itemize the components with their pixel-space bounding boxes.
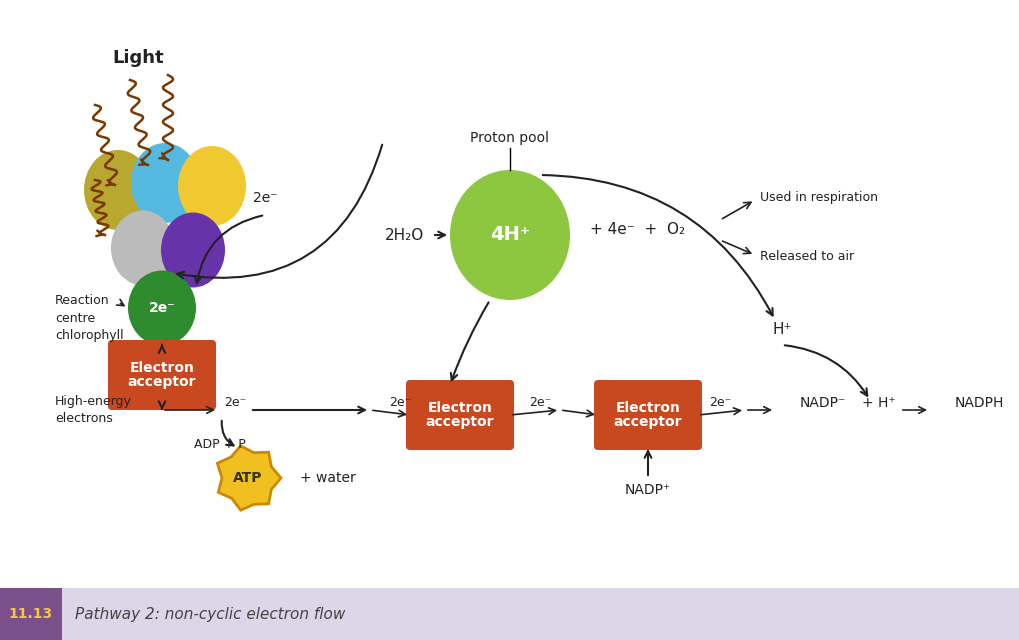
Text: 4H⁺: 4H⁺ — [490, 225, 530, 244]
Text: 2e⁻: 2e⁻ — [224, 397, 247, 410]
Text: Reaction: Reaction — [55, 294, 110, 307]
Text: Proton pool: Proton pool — [471, 131, 549, 145]
Bar — [0, 588, 62, 640]
Text: ATP: ATP — [233, 471, 263, 485]
Text: 2e⁻: 2e⁻ — [529, 397, 551, 410]
Text: 2e⁻: 2e⁻ — [149, 301, 175, 315]
FancyBboxPatch shape — [108, 340, 216, 410]
Text: NADP⁻: NADP⁻ — [800, 396, 847, 410]
Text: 11.13: 11.13 — [9, 607, 53, 621]
Ellipse shape — [161, 212, 225, 287]
Ellipse shape — [450, 170, 570, 300]
Ellipse shape — [84, 150, 152, 230]
Text: H⁺: H⁺ — [772, 323, 792, 337]
Ellipse shape — [178, 146, 246, 226]
Ellipse shape — [128, 271, 196, 346]
Text: Pathway 2: non-cyclic electron flow: Pathway 2: non-cyclic electron flow — [75, 607, 345, 621]
Text: 2H₂O: 2H₂O — [385, 227, 424, 243]
Text: Used in respiration: Used in respiration — [760, 191, 878, 205]
Text: acceptor: acceptor — [127, 375, 197, 389]
Polygon shape — [217, 446, 281, 510]
Text: electrons: electrons — [55, 412, 113, 424]
Ellipse shape — [111, 211, 175, 285]
Text: Electron: Electron — [129, 361, 195, 375]
Text: chlorophyll: chlorophyll — [55, 330, 123, 342]
Text: 2e⁻: 2e⁻ — [709, 397, 731, 410]
Text: 2e⁻: 2e⁻ — [389, 397, 411, 410]
Text: ADP + P: ADP + P — [195, 438, 246, 451]
Text: + water: + water — [300, 471, 356, 485]
Text: NADP⁺: NADP⁺ — [625, 483, 672, 497]
Text: 2e⁻: 2e⁻ — [253, 191, 277, 205]
FancyBboxPatch shape — [594, 380, 702, 450]
Text: + 4e⁻  +  O₂: + 4e⁻ + O₂ — [590, 223, 685, 237]
FancyBboxPatch shape — [406, 380, 514, 450]
Text: Released to air: Released to air — [760, 250, 854, 262]
Ellipse shape — [131, 143, 199, 223]
Text: NADPH: NADPH — [955, 396, 1005, 410]
Text: Light: Light — [112, 49, 164, 67]
Text: Electron: Electron — [428, 401, 492, 415]
Text: acceptor: acceptor — [613, 415, 683, 429]
Bar — [0, 588, 1019, 640]
Text: acceptor: acceptor — [426, 415, 494, 429]
Text: centre: centre — [55, 312, 95, 324]
Text: High-energy: High-energy — [55, 396, 131, 408]
Text: + H⁺: + H⁺ — [862, 396, 896, 410]
Text: Electron: Electron — [615, 401, 681, 415]
